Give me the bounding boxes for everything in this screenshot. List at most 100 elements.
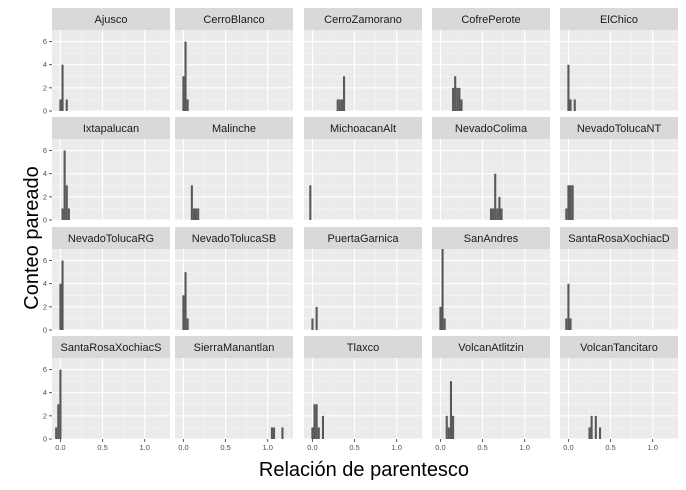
facet-strip — [432, 117, 550, 139]
facet-strip — [432, 336, 550, 358]
y-axis-title: Conteo pareado — [21, 166, 43, 309]
panel-background — [560, 249, 678, 330]
panel-background — [560, 358, 678, 439]
facet-Malinche: Malinche — [175, 117, 293, 221]
histogram-bar — [59, 283, 62, 330]
y-tick-label: 2 — [43, 83, 47, 92]
histogram-bar — [567, 64, 570, 111]
histogram-bar — [61, 208, 64, 220]
facet-SantaRosaXochiacS: SantaRosaXochiacS 0 2 4 6 0.0 0.5 1.0 — [43, 336, 170, 452]
histogram-bar — [315, 404, 318, 439]
x-tick-label: 1.0 — [262, 443, 272, 452]
histogram-bar — [567, 185, 570, 220]
x-tick-label: 0.0 — [178, 443, 188, 452]
histogram-bar — [443, 318, 446, 330]
histogram-bar — [456, 87, 459, 111]
histogram-bar — [65, 185, 68, 220]
y-tick-label: 6 — [43, 365, 47, 374]
histogram-bar — [192, 208, 196, 220]
x-tick-label: 0.5 — [97, 443, 107, 452]
histogram-bar — [460, 99, 463, 111]
x-tick-label: 1.0 — [519, 443, 529, 452]
facet-strip-label: NevadoColima — [455, 123, 528, 135]
facet-ElChico: ElChico — [560, 8, 678, 112]
x-axis-title: Relación de parentesco — [259, 459, 469, 481]
y-tick-label: 4 — [43, 169, 47, 178]
histogram-bar — [598, 427, 602, 439]
histogram-bar — [195, 208, 198, 220]
histogram-bar — [338, 99, 341, 111]
facet-strip-label: CerroBlanco — [203, 14, 264, 26]
histogram-bar — [336, 99, 339, 111]
y-tick-label: 0 — [43, 107, 47, 116]
histogram-bar — [458, 87, 461, 111]
histogram-bar — [496, 208, 499, 220]
y-tick-label: 6 — [43, 37, 47, 46]
histogram-bar — [321, 415, 325, 439]
x-tick-label: 0.0 — [563, 443, 573, 452]
histogram-bar — [309, 185, 312, 220]
histogram-bar — [311, 318, 314, 330]
x-tick-label: 1.0 — [391, 443, 401, 452]
histogram-bar — [571, 185, 574, 220]
facet-strip-label: SierraManantlan — [194, 342, 275, 354]
facet-strip-label: MichoacanAlt — [330, 123, 396, 135]
y-tick-label: 0 — [43, 326, 47, 335]
facet-strip — [304, 117, 422, 139]
histogram-bar — [441, 249, 444, 330]
facet-strip-label: PuertaGarnica — [328, 233, 400, 245]
facet-SanAndres: SanAndres — [432, 227, 550, 331]
facet-strip — [304, 336, 422, 358]
facet-strip-label: NevadoTolucaNT — [577, 123, 662, 135]
y-tick-label: 4 — [43, 60, 47, 69]
histogram-bar — [565, 208, 568, 220]
panel-background — [304, 30, 422, 111]
histogram-bar — [59, 369, 62, 439]
facet-strip — [52, 227, 170, 249]
facet-strip-label: Ixtapalucan — [83, 123, 139, 135]
histogram-bar — [317, 427, 320, 439]
facet-Tlaxco: Tlaxco 0.0 0.5 1.0 — [304, 336, 422, 452]
facet-SierraManantlan: SierraManantlan 0.0 0.5 1.0 — [175, 336, 293, 452]
facet-strip-label: CerroZamorano — [324, 14, 402, 26]
panel-background — [52, 30, 170, 111]
facet-strip — [52, 8, 170, 30]
histogram-bar — [63, 150, 66, 220]
y-tick-label: 2 — [43, 411, 47, 420]
facet-strip — [52, 117, 170, 139]
panel-background — [432, 249, 550, 330]
facet-panels: Ajusco 0 2 4 6 CerroBlanco CerroZamorano CofreP… — [43, 8, 678, 452]
facet-strip — [175, 227, 293, 249]
histogram-bar — [342, 76, 346, 111]
histogram-bar — [55, 427, 58, 439]
facet-strip-label: Malinche — [212, 123, 256, 135]
y-tick-label: 2 — [43, 192, 47, 201]
histogram-bar — [340, 99, 343, 111]
facet-strip — [432, 227, 550, 249]
panel-background — [560, 139, 678, 220]
facet-strip — [304, 227, 422, 249]
histogram-bar — [270, 427, 273, 439]
facet-VolcanAtlitzin: VolcanAtlitzin 0.0 0.5 1.0 — [432, 336, 550, 452]
histogram-bar — [61, 260, 64, 330]
facet-strip — [52, 336, 170, 358]
histogram-bar — [197, 208, 200, 220]
y-tick-label: 6 — [43, 146, 47, 155]
histogram-bar — [567, 283, 570, 330]
histogram-bar — [569, 99, 572, 111]
facet-VolcanTancitaro: VolcanTancitaro 0.0 0.5 1.0 — [560, 336, 678, 452]
histogram-bar — [184, 272, 187, 330]
panel-background — [175, 358, 293, 439]
facet-SantaRosaXochiacD: SantaRosaXochiacD — [560, 227, 678, 331]
histogram-bar — [311, 427, 314, 439]
x-tick-label: 0.0 — [55, 443, 65, 452]
histogram-bar — [57, 404, 60, 439]
y-tick-label: 4 — [43, 279, 47, 288]
panel-background — [52, 249, 170, 330]
histogram-bar — [498, 196, 501, 220]
histogram-bar — [184, 41, 187, 112]
facet-strip — [175, 8, 293, 30]
panel-background — [304, 139, 422, 220]
facet-NevadoTolucaNT: NevadoTolucaNT — [560, 117, 678, 221]
